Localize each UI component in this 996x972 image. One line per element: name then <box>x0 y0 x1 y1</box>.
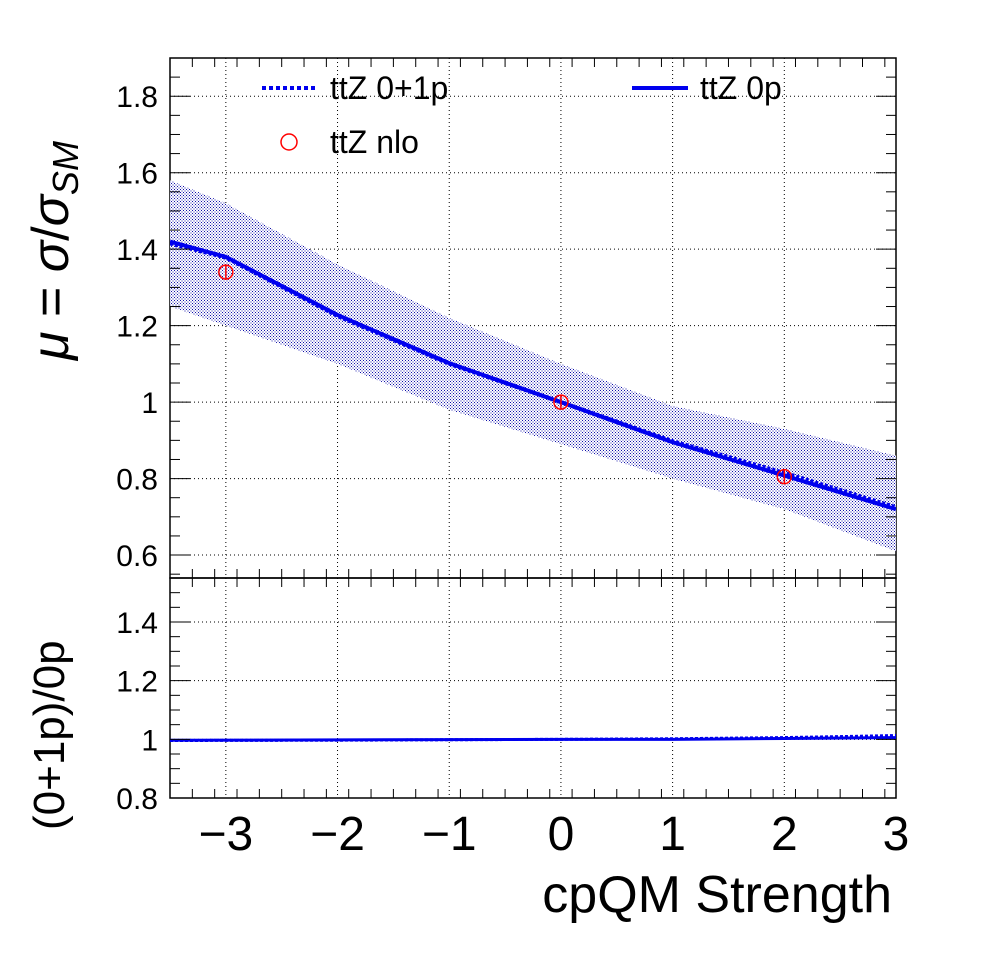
y-tick-label: 1.6 <box>116 158 158 191</box>
y-tick-label: 1.4 <box>116 234 158 267</box>
ratio-panel: 0.8 1 1.2 1.4 −3 −2 −1 0 1 2 3 <box>116 577 909 861</box>
x-tick-label: −2 <box>310 808 365 861</box>
ratio-y-tick-label: 1.2 <box>116 666 158 699</box>
x-tick-label: 1 <box>659 808 686 861</box>
ratio-y-tick-label: 0.8 <box>116 783 158 816</box>
main-panel: 0.6 0.8 1 1.2 1.4 1.6 1.8 <box>116 57 897 579</box>
ratio-y-axis-label: (0+1p)/0p <box>25 640 74 830</box>
series-line-0p <box>170 239 896 512</box>
ratio-y-tick-labels: 0.8 1 1.2 1.4 <box>116 607 158 816</box>
main-y-tick-labels: 0.6 0.8 1 1.2 1.4 1.6 1.8 <box>116 81 158 573</box>
y-tick-label: 0.8 <box>116 464 158 497</box>
main-y-axis-label: μ = σ/σSM <box>22 141 86 362</box>
x-axis-label: cpQM Strength <box>542 866 892 924</box>
y-label-mu: μ <box>22 332 80 363</box>
ratio-y-tick-label: 1 <box>141 724 158 757</box>
y-tick-label: 1 <box>141 387 158 420</box>
y-label-sigma-sm: σ <box>22 193 80 226</box>
y-tick-label: 1.8 <box>116 81 158 114</box>
x-tick-label: −3 <box>198 808 253 861</box>
main-axis-ticks <box>169 58 896 578</box>
legend-label-nlo: ttZ nlo <box>330 124 419 160</box>
legend: ttZ 0+1p ttZ 0p ttZ nlo <box>262 70 782 160</box>
legend-label-0p1p: ttZ 0+1p <box>330 70 448 106</box>
ratio-grid <box>170 578 897 799</box>
ratio-axis-ticks <box>169 578 896 799</box>
ratio-series <box>170 734 896 743</box>
y-tick-label: 1.2 <box>116 311 158 344</box>
nlo-point <box>776 468 793 485</box>
nlo-point <box>553 394 569 410</box>
ratio-line-dotted <box>170 734 896 743</box>
uncertainty-band-area <box>170 180 896 552</box>
y-tick-label: 0.6 <box>116 540 158 573</box>
y-label-eq: = <box>22 272 80 331</box>
x-tick-label: 0 <box>548 808 575 861</box>
legend-marker-nlo <box>280 133 298 151</box>
y-label-sigma: σ <box>22 239 80 272</box>
x-tick-labels: −3 −2 −1 0 1 2 3 <box>198 808 909 861</box>
x-tick-label: 2 <box>771 808 798 861</box>
nlo-point <box>218 264 234 280</box>
x-tick-label: 3 <box>883 808 910 861</box>
main-series <box>170 239 896 512</box>
y-label-subscript: SM <box>45 141 86 195</box>
uncertainty-band <box>170 180 896 552</box>
ratio-y-tick-label: 1.4 <box>116 607 158 640</box>
x-tick-label: −1 <box>422 808 477 861</box>
y-label-slash: / <box>22 226 80 241</box>
legend-label-0p: ttZ 0p <box>700 70 782 106</box>
ratio-plot-frame <box>169 577 897 799</box>
